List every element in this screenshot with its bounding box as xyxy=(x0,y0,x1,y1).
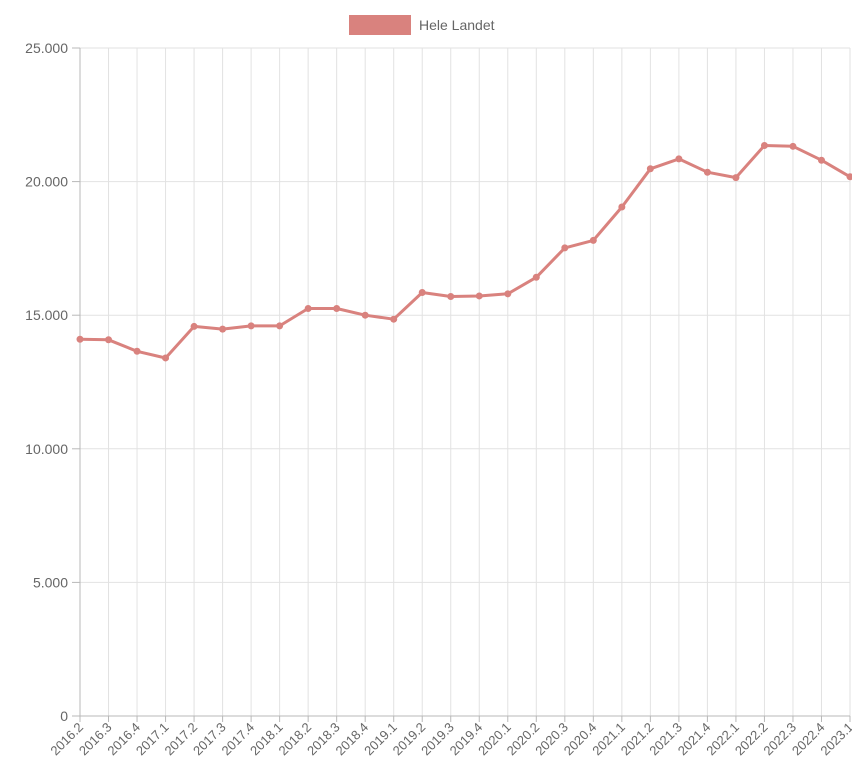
data-point[interactable] xyxy=(703,168,711,176)
data-point[interactable] xyxy=(190,322,198,330)
data-point[interactable] xyxy=(760,142,768,150)
data-point[interactable] xyxy=(133,347,141,355)
y-tick-label: 10.000 xyxy=(25,441,68,457)
data-point[interactable] xyxy=(390,315,398,323)
series-hele-landet xyxy=(76,142,852,362)
data-point[interactable] xyxy=(732,174,740,182)
data-point[interactable] xyxy=(276,322,284,330)
y-tick-label: 20.000 xyxy=(25,174,68,190)
data-point[interactable] xyxy=(418,288,426,296)
data-point[interactable] xyxy=(789,142,797,150)
grid-lines xyxy=(79,47,851,717)
legend-swatch[interactable] xyxy=(349,15,411,35)
data-point[interactable] xyxy=(504,290,512,298)
y-tick-label: 0 xyxy=(60,708,68,724)
data-point[interactable] xyxy=(304,305,312,313)
data-point[interactable] xyxy=(475,292,483,300)
data-point[interactable] xyxy=(219,325,227,333)
data-point[interactable] xyxy=(361,311,369,319)
data-point[interactable] xyxy=(618,203,626,211)
y-tick-labels: 0 5.000 10.000 15.000 20.000 25.000 xyxy=(25,40,68,724)
x-tick-labels: 2016.22016.32016.42017.12017.22017.32017… xyxy=(47,720,852,759)
series-line xyxy=(79,144,851,360)
data-point[interactable] xyxy=(561,244,569,252)
data-point[interactable] xyxy=(162,354,170,362)
y-tick-label: 5.000 xyxy=(33,574,68,590)
legend[interactable]: Hele Landet xyxy=(349,15,495,35)
data-point[interactable] xyxy=(589,236,597,244)
data-point[interactable] xyxy=(817,156,825,164)
axes xyxy=(72,47,851,722)
data-point[interactable] xyxy=(646,165,654,173)
data-point[interactable] xyxy=(76,335,84,343)
data-point[interactable] xyxy=(333,305,341,313)
data-point[interactable] xyxy=(532,273,540,281)
y-tick-label: 25.000 xyxy=(25,40,68,56)
data-point[interactable] xyxy=(105,336,113,344)
data-point[interactable] xyxy=(447,292,455,300)
y-tick-label: 15.000 xyxy=(25,307,68,323)
data-point[interactable] xyxy=(675,155,683,163)
legend-label-hele-landet[interactable]: Hele Landet xyxy=(419,17,495,33)
data-point[interactable] xyxy=(846,173,852,181)
data-point[interactable] xyxy=(247,322,255,330)
